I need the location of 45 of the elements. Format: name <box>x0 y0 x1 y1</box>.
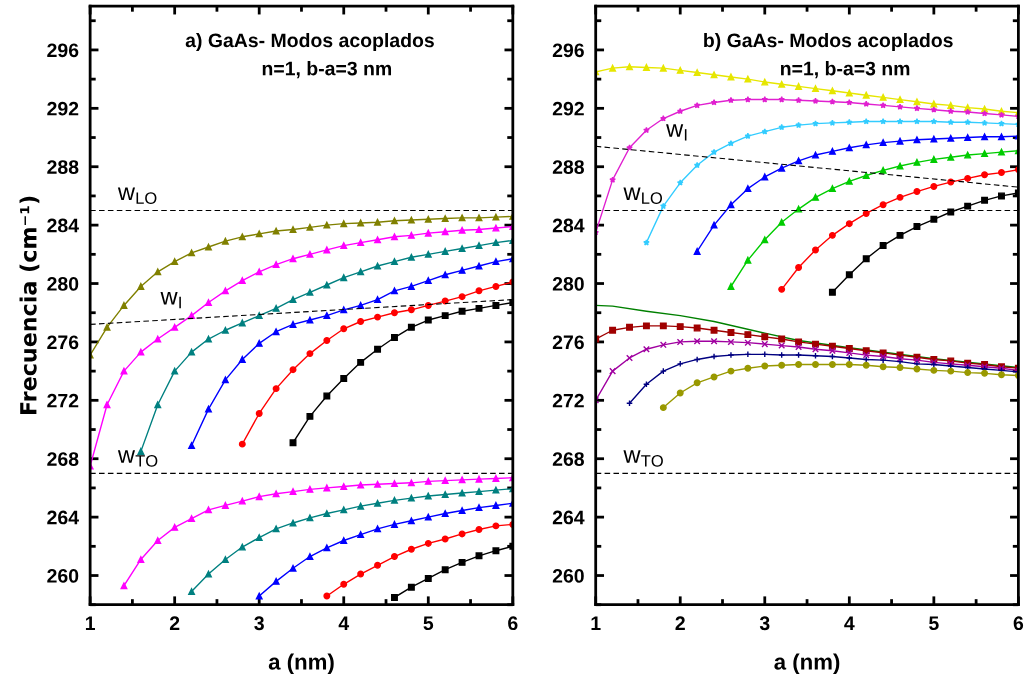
y-tick-label: 296 <box>552 43 584 58</box>
y-tick-label: 280 <box>47 277 79 291</box>
ref-line-label: w$_{LO}$ <box>117 187 157 204</box>
x-tick-label: 4 <box>338 616 350 630</box>
x-tick-label: 2 <box>675 616 685 630</box>
x-axis-title: a (nm) <box>774 653 840 675</box>
y-tick-label: 264 <box>47 510 79 525</box>
x-tick-label: 3 <box>254 616 264 631</box>
x-tick-label: 5 <box>423 616 434 631</box>
series-label: w$_{I}$ <box>160 291 181 309</box>
y-tick-label: 268 <box>47 452 79 466</box>
y-tick-label: 280 <box>552 277 584 291</box>
y-tick-label: 272 <box>47 393 79 408</box>
y-tick-label: 296 <box>47 43 79 58</box>
y-tick-label: 292 <box>47 101 79 116</box>
x-tick-label: 1 <box>85 616 95 630</box>
x-tick-label: 2 <box>169 616 180 630</box>
y-tick-label: 260 <box>47 569 79 583</box>
y-tick-label: 268 <box>552 452 584 466</box>
y-tick-label: 292 <box>552 101 584 116</box>
y-tick-label: 276 <box>47 335 79 350</box>
y-tick-label: 284 <box>552 218 585 233</box>
series-label: w$_{I}$ <box>666 124 687 141</box>
text: b) GaAs- Modos acoplados <box>704 32 953 52</box>
x-tick-label: 6 <box>1013 616 1024 631</box>
y-tick-label: 288 <box>552 160 584 174</box>
x-tick-label: 4 <box>844 616 855 630</box>
text: a) GaAs- Modos acoplados <box>185 32 434 52</box>
ref-line-label: w$_{LO}$ <box>623 187 662 204</box>
x-tick-label: 5 <box>929 616 939 631</box>
text: n=1, b-a=3 nm <box>780 61 910 79</box>
y-tick-label: 276 <box>552 335 584 350</box>
x-tick-label: 6 <box>508 616 518 631</box>
x-tick-label: 1 <box>591 616 601 630</box>
x-tick-label: 3 <box>759 616 770 631</box>
y-tick-label: 288 <box>47 160 79 174</box>
y-tick-label: 284 <box>47 218 79 233</box>
y-tick-label: 272 <box>552 393 584 408</box>
ref-line-label: w$_{TO}$ <box>117 450 158 467</box>
y-tick-label: 264 <box>552 510 585 525</box>
ref-line-label: w$_{TO}$ <box>623 450 663 467</box>
y-axis-title: Frecuencia (cm⁻¹) <box>19 196 40 415</box>
text: n=1, b-a=3 nm <box>262 61 392 79</box>
x-axis-title: a (nm) <box>268 653 334 675</box>
y-tick-label: 260 <box>552 569 584 583</box>
